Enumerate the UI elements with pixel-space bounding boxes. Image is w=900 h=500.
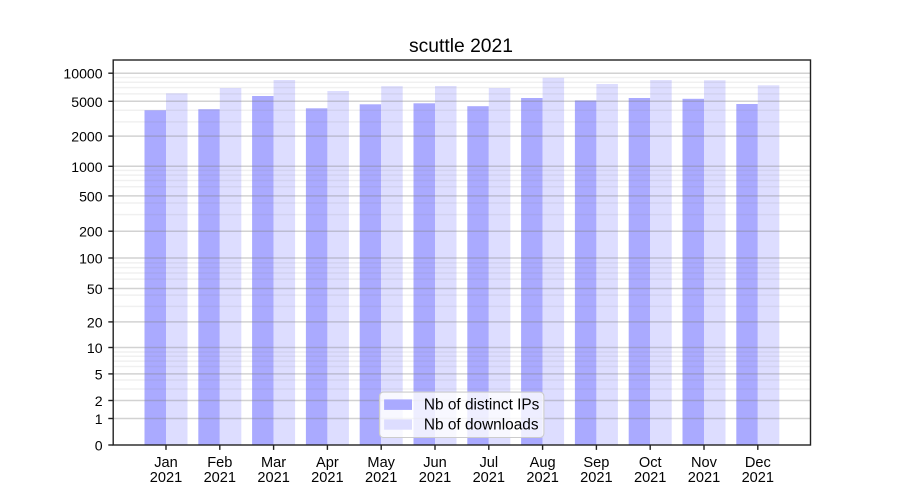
- svg-text:Oct: Oct: [639, 455, 662, 471]
- svg-text:Mar: Mar: [261, 455, 286, 471]
- svg-text:2021: 2021: [580, 470, 612, 486]
- svg-text:5: 5: [95, 366, 103, 382]
- svg-text:Dec: Dec: [745, 455, 771, 471]
- svg-text:2021: 2021: [688, 470, 720, 486]
- svg-text:Nov: Nov: [691, 455, 718, 471]
- svg-text:Feb: Feb: [207, 455, 232, 471]
- svg-text:Nb of distinct IPs: Nb of distinct IPs: [424, 397, 540, 414]
- svg-text:2021: 2021: [150, 470, 182, 486]
- svg-text:2021: 2021: [526, 470, 558, 486]
- svg-text:2021: 2021: [742, 470, 774, 486]
- svg-text:2021: 2021: [419, 470, 451, 486]
- svg-text:Aug: Aug: [530, 455, 556, 471]
- svg-text:20: 20: [87, 314, 103, 330]
- svg-text:scuttle 2021: scuttle 2021: [409, 36, 513, 57]
- svg-text:1: 1: [95, 411, 103, 427]
- svg-text:1000: 1000: [71, 159, 103, 175]
- svg-text:200: 200: [79, 224, 103, 240]
- svg-text:Jul: Jul: [479, 455, 498, 471]
- svg-text:2000: 2000: [71, 129, 103, 145]
- svg-text:5000: 5000: [71, 94, 103, 110]
- svg-text:2021: 2021: [365, 470, 397, 486]
- svg-text:500: 500: [79, 188, 103, 204]
- svg-text:2021: 2021: [634, 470, 666, 486]
- svg-text:2021: 2021: [311, 470, 343, 486]
- svg-text:May: May: [367, 455, 395, 471]
- svg-text:50: 50: [87, 281, 103, 297]
- svg-text:2021: 2021: [473, 470, 505, 486]
- svg-text:Apr: Apr: [316, 455, 339, 471]
- svg-text:0: 0: [95, 438, 103, 454]
- svg-text:10000: 10000: [63, 66, 102, 82]
- svg-text:2: 2: [95, 393, 103, 409]
- svg-text:2021: 2021: [257, 470, 289, 486]
- svg-text:Jan: Jan: [154, 455, 178, 471]
- svg-text:10: 10: [87, 340, 103, 356]
- svg-text:2021: 2021: [204, 470, 236, 486]
- svg-text:Nb of downloads: Nb of downloads: [424, 417, 539, 434]
- svg-text:Jun: Jun: [423, 455, 447, 471]
- svg-text:Sep: Sep: [583, 455, 609, 471]
- svg-text:100: 100: [79, 251, 103, 267]
